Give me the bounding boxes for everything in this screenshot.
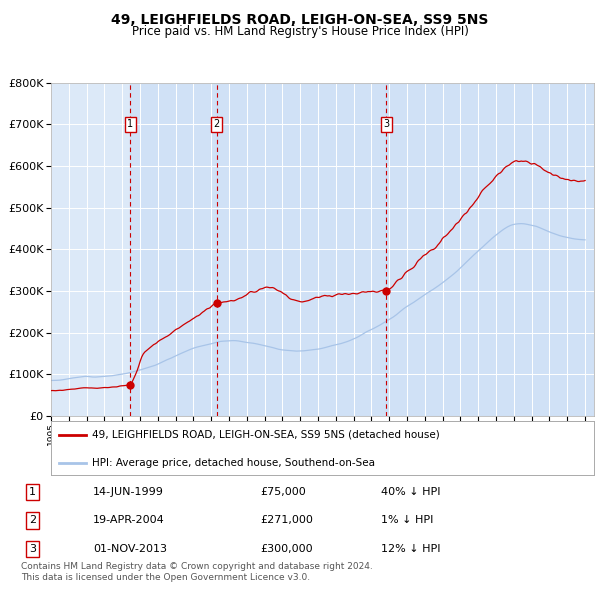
Text: 2: 2 <box>214 119 220 129</box>
Text: 1% ↓ HPI: 1% ↓ HPI <box>381 516 433 526</box>
Text: This data is licensed under the Open Government Licence v3.0.: This data is licensed under the Open Gov… <box>21 573 310 582</box>
Text: Contains HM Land Registry data © Crown copyright and database right 2024.: Contains HM Land Registry data © Crown c… <box>21 562 373 571</box>
Text: 49, LEIGHFIELDS ROAD, LEIGH-ON-SEA, SS9 5NS (detached house): 49, LEIGHFIELDS ROAD, LEIGH-ON-SEA, SS9 … <box>92 430 439 440</box>
Text: 01-NOV-2013: 01-NOV-2013 <box>93 544 167 554</box>
Text: £271,000: £271,000 <box>260 516 313 526</box>
Bar <box>217 83 386 416</box>
Text: HPI: Average price, detached house, Southend-on-Sea: HPI: Average price, detached house, Sout… <box>92 458 375 468</box>
Text: 3: 3 <box>383 119 389 129</box>
Text: 3: 3 <box>29 544 36 554</box>
Text: 40% ↓ HPI: 40% ↓ HPI <box>381 487 440 497</box>
Text: £75,000: £75,000 <box>260 487 305 497</box>
Text: 14-JUN-1999: 14-JUN-1999 <box>93 487 164 497</box>
Bar <box>130 83 217 416</box>
Text: £300,000: £300,000 <box>260 544 313 554</box>
Text: 1: 1 <box>127 119 133 129</box>
Text: 1: 1 <box>29 487 36 497</box>
Text: 19-APR-2004: 19-APR-2004 <box>93 516 164 526</box>
Text: 12% ↓ HPI: 12% ↓ HPI <box>381 544 440 554</box>
Bar <box>386 83 594 416</box>
Text: Price paid vs. HM Land Registry's House Price Index (HPI): Price paid vs. HM Land Registry's House … <box>131 25 469 38</box>
Text: 49, LEIGHFIELDS ROAD, LEIGH-ON-SEA, SS9 5NS: 49, LEIGHFIELDS ROAD, LEIGH-ON-SEA, SS9 … <box>112 13 488 27</box>
Text: 2: 2 <box>29 516 36 526</box>
